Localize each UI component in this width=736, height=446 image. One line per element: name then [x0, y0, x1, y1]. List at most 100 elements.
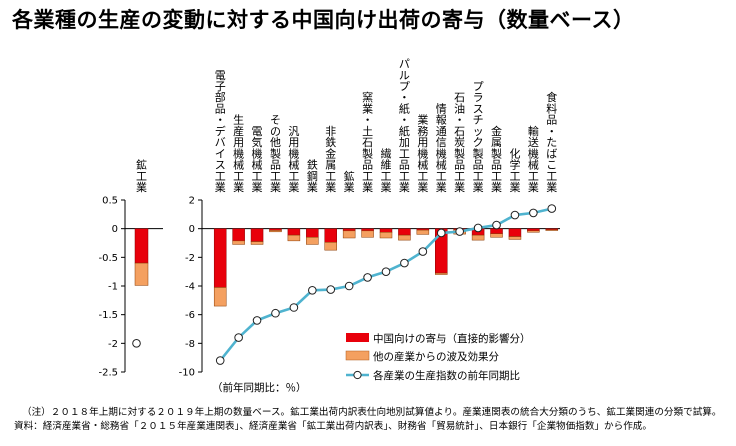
left-y-axis: 0.5 0 -0.5 -1 -1.5 -2 -2.5 [98, 196, 163, 379]
growth-point [473, 223, 483, 233]
left-y-tick-label: -2 [108, 339, 118, 350]
category-label: 食料品・たばこ工業 [546, 90, 557, 194]
growth-point [326, 285, 336, 294]
legend-swatch-spillover [345, 350, 370, 361]
bar-spillover-effect [508, 236, 522, 240]
bar-spillover-effect [232, 240, 245, 245]
bar-spillover-effect [379, 232, 393, 239]
bar-china-contribution [213, 228, 227, 288]
category-label: プラスチック製品工業 [473, 80, 484, 194]
growth-point [308, 286, 317, 295]
category-label: 業務用機械工業 [417, 114, 428, 194]
category-label: 石油・石炭製品工業 [454, 91, 465, 194]
bar-china-contribution [269, 228, 282, 231]
right-bars [213, 228, 559, 307]
left-bars [132, 228, 149, 348]
bar-china-contribution [134, 228, 149, 264]
growth-point [418, 247, 428, 256]
bar-spillover-effect [306, 237, 319, 245]
bar-spillover-effect [269, 230, 282, 233]
growth-point [400, 258, 409, 268]
category-label: 生産用機械工業 [233, 113, 244, 194]
bar-china-contribution [508, 228, 522, 237]
right-y-tick-label: -8 [185, 339, 195, 350]
category-label: 汎用機械工業 [288, 124, 299, 194]
right-y-tick-label: -2 [185, 253, 195, 264]
category-label: その他製品工業 [270, 114, 281, 194]
left-category-labels: 鉱工業 [136, 158, 147, 194]
right-y-tick-label: -4 [185, 282, 195, 293]
bar-china-contribution [250, 228, 264, 242]
growth-point [492, 220, 501, 230]
growth-point [529, 208, 538, 218]
growth-point [455, 227, 464, 236]
left-y-tick-label: -2.5 [98, 368, 118, 379]
left-y-tick-label: 0 [112, 224, 118, 235]
bar-spillover-effect [435, 272, 448, 275]
category-label: 鉱工業 [136, 158, 147, 194]
left-y-tick-label: 0.5 [102, 196, 118, 207]
bar-spillover-effect [471, 234, 485, 241]
bar-spillover-effect [398, 234, 411, 241]
bar-spillover-effect [490, 233, 503, 238]
page-title: 各業種の生産の変動に対する中国向け出荷の寄与（数量ベース） [12, 8, 635, 32]
growth-point [271, 308, 280, 318]
category-label: 電子部品・デバイス工業 [215, 69, 226, 194]
bar-china-contribution [342, 228, 356, 232]
right-y-tick-label: -6 [185, 310, 195, 321]
right-y-tick-label: 2 [189, 196, 195, 207]
bar-china-contribution [527, 228, 540, 232]
growth-point [234, 333, 243, 342]
growth-point [215, 356, 225, 365]
left-y-tick-label: -1 [108, 282, 118, 293]
bar-spillover-effect [134, 262, 149, 286]
growth-point [510, 210, 520, 220]
bar-china-contribution [324, 228, 337, 243]
legend-label-spillover: 他の産業からの波及効果分 [373, 350, 499, 363]
bar-spillover-effect [250, 241, 264, 245]
category-label: 電気機械工業 [252, 125, 263, 194]
growth-point [363, 273, 372, 282]
bar-spillover-effect [342, 230, 356, 239]
left-y-tick-label: -1.5 [98, 310, 118, 321]
bar-spillover-effect [213, 287, 227, 307]
bar-spillover-effect [545, 229, 559, 231]
right-category-labels: 電子部品・デバイス工業生産用機械工業電気機械工業その他製品工業汎用機械工業鉄鋼業… [215, 58, 558, 194]
category-label: 鉄鋼業 [307, 158, 318, 194]
growth-point [289, 303, 299, 312]
source-note: 資料：経済産業省・総務省「２０１５年産業連関表」、経済産業省「鉱工業出荷内訳表」… [14, 421, 652, 432]
legend-label-china: 中国向けの寄与（直接的影響分） [373, 332, 531, 345]
left-y-tick-label: -0.5 [98, 253, 118, 264]
legend-swatch-china [346, 333, 369, 342]
bar-china-contribution [232, 228, 245, 242]
bar-china-contribution [398, 228, 411, 236]
category-label: 鉱業 [344, 169, 355, 194]
category-label: 輸送機械工業 [528, 124, 539, 194]
right-y-tick-label: -10 [179, 368, 195, 379]
category-label: 窯業・土石製品工業 [362, 90, 373, 194]
bar-spillover-effect [527, 230, 540, 233]
growth-point [132, 339, 141, 348]
bar-china-contribution [287, 228, 301, 236]
right-y-tick-label: 0 [189, 224, 195, 235]
legend: 中国向けの寄与（直接的影響分） 他の産業からの波及効果分 各産業の生産指数の前年… [345, 332, 531, 382]
growth-point [436, 228, 446, 238]
category-label: 化学工業 [509, 146, 520, 194]
footnote: （注）２０１８年上期に対する２０１９年上期の数量ベース。鉱工業出荷内訳表仕向地別… [22, 407, 722, 418]
category-label: 情報通信機械工業 [436, 102, 447, 194]
legend-label-line: 各産業の生産指数の前年同期比 [373, 369, 520, 382]
growth-line [215, 204, 557, 365]
unit-label: （前年同期比：％） [212, 381, 307, 394]
bar-china-contribution [379, 228, 393, 233]
growth-point [252, 316, 262, 325]
category-label: 繊維工業 [381, 147, 392, 194]
bar-china-contribution [490, 228, 503, 234]
growth-point [381, 267, 391, 276]
legend-swatch-marker [353, 370, 362, 380]
bar-spillover-effect [416, 229, 430, 235]
growth-point [547, 204, 557, 213]
category-label: パルプ・紙・紙加工品工業 [399, 58, 410, 194]
bar-spillover-effect [324, 242, 337, 251]
category-label: 金属製品工業 [491, 124, 502, 194]
